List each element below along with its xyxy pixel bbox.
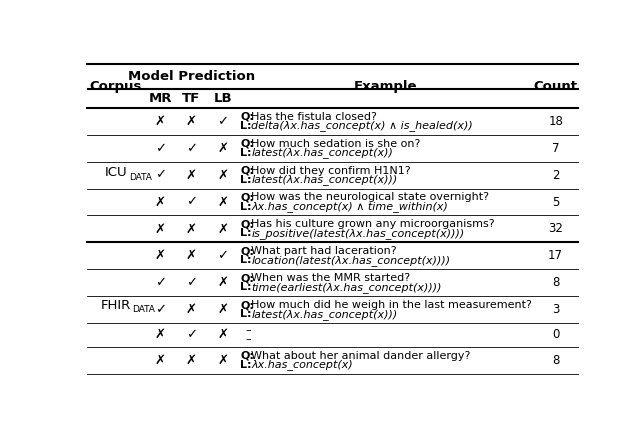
Text: How did they confirm H1N1?: How did they confirm H1N1? xyxy=(251,166,411,176)
Text: ✗: ✗ xyxy=(186,222,197,236)
Text: Q:: Q: xyxy=(240,219,254,229)
Text: LB: LB xyxy=(213,92,232,105)
Text: –: – xyxy=(245,325,251,335)
Text: L:: L: xyxy=(240,282,252,292)
Text: 3: 3 xyxy=(552,303,559,316)
Text: Q:: Q: xyxy=(240,246,254,256)
Text: Q:: Q: xyxy=(240,193,254,202)
Text: Model Prediction: Model Prediction xyxy=(128,70,255,83)
Text: ✓: ✓ xyxy=(186,196,197,208)
Text: ✗: ✗ xyxy=(154,249,166,262)
Text: ✗: ✗ xyxy=(217,196,228,208)
Text: L:: L: xyxy=(240,309,252,319)
Text: ✓: ✓ xyxy=(154,169,166,181)
Text: Q:: Q: xyxy=(240,138,254,149)
Text: Has the fistula closed?: Has the fistula closed? xyxy=(251,112,377,122)
Text: MR: MR xyxy=(148,92,172,105)
Text: How much did he weigh in the last measurement?: How much did he weigh in the last measur… xyxy=(251,300,532,310)
Text: 0: 0 xyxy=(552,328,559,341)
Text: ✗: ✗ xyxy=(186,354,197,367)
Text: ✗: ✗ xyxy=(154,115,166,128)
Text: What about her animal dander allergy?: What about her animal dander allergy? xyxy=(251,351,470,360)
Text: 5: 5 xyxy=(552,196,559,208)
Text: ✗: ✗ xyxy=(154,222,166,236)
Text: When was the MMR started?: When was the MMR started? xyxy=(251,273,410,283)
Text: is_positive(latest(λx.has_concept(x)))): is_positive(latest(λx.has_concept(x)))) xyxy=(251,228,465,239)
Text: ✓: ✓ xyxy=(186,276,197,289)
Text: What part had laceration?: What part had laceration? xyxy=(251,246,397,256)
Text: Q:: Q: xyxy=(240,166,254,176)
Text: ✓: ✓ xyxy=(186,328,197,341)
Text: ✗: ✗ xyxy=(217,222,228,236)
Text: Example: Example xyxy=(354,80,417,92)
Text: ✗: ✗ xyxy=(186,249,197,262)
Text: Has his culture grown any microorganisms?: Has his culture grown any microorganisms… xyxy=(251,219,495,229)
Text: Corpus: Corpus xyxy=(90,80,142,92)
Text: ICU: ICU xyxy=(105,166,127,179)
Text: location(latest(λx.has_concept(x)))): location(latest(λx.has_concept(x)))) xyxy=(251,255,451,266)
Text: latest(λx.has_concept(x))): latest(λx.has_concept(x))) xyxy=(251,309,397,320)
Text: ✓: ✓ xyxy=(154,276,166,289)
Text: –: – xyxy=(245,334,251,345)
Text: How was the neurological state overnight?: How was the neurological state overnight… xyxy=(251,193,489,202)
Text: Count: Count xyxy=(534,80,578,92)
Text: ✗: ✗ xyxy=(217,142,228,155)
Text: λx.has_concept(x): λx.has_concept(x) xyxy=(251,359,353,370)
Text: 8: 8 xyxy=(552,276,559,289)
Text: ✗: ✗ xyxy=(217,169,228,181)
Text: ✗: ✗ xyxy=(186,303,197,316)
Text: Q:: Q: xyxy=(240,300,254,310)
Text: L:: L: xyxy=(240,201,252,212)
Text: 2: 2 xyxy=(552,169,559,181)
Text: DATA: DATA xyxy=(132,305,156,314)
Text: 17: 17 xyxy=(548,249,563,262)
Text: time(earliest(λx.has_concept(x)))): time(earliest(λx.has_concept(x)))) xyxy=(251,282,442,293)
Text: ✗: ✗ xyxy=(154,354,166,367)
Text: delta(λx.has_concept(x) ∧ is_healed(x)): delta(λx.has_concept(x) ∧ is_healed(x)) xyxy=(251,121,473,131)
Text: L:: L: xyxy=(240,228,252,239)
Text: Q:: Q: xyxy=(240,112,254,122)
Text: L:: L: xyxy=(240,360,252,370)
Text: L:: L: xyxy=(240,121,252,131)
Text: L:: L: xyxy=(240,256,252,265)
Text: ✗: ✗ xyxy=(186,115,197,128)
Text: DATA: DATA xyxy=(129,173,152,181)
Text: 8: 8 xyxy=(552,354,559,367)
Text: How much sedation is she on?: How much sedation is she on? xyxy=(251,138,420,149)
Text: ✗: ✗ xyxy=(217,303,228,316)
Text: L:: L: xyxy=(240,175,252,185)
Text: 32: 32 xyxy=(548,222,563,236)
Text: ✗: ✗ xyxy=(217,328,228,341)
Text: ✓: ✓ xyxy=(217,115,228,128)
Text: ✗: ✗ xyxy=(154,196,166,208)
Text: ✗: ✗ xyxy=(154,328,166,341)
Text: λx.has_concept(x) ∧ time_within(x): λx.has_concept(x) ∧ time_within(x) xyxy=(251,201,448,212)
Text: ✓: ✓ xyxy=(186,142,197,155)
Text: latest(λx.has_concept(x))): latest(λx.has_concept(x))) xyxy=(251,174,397,185)
Text: ✓: ✓ xyxy=(217,249,228,262)
Text: latest(λx.has_concept(x)): latest(λx.has_concept(x)) xyxy=(251,147,393,158)
Text: 18: 18 xyxy=(548,115,563,128)
Text: ✗: ✗ xyxy=(217,276,228,289)
Text: ✗: ✗ xyxy=(186,169,197,181)
Text: 7: 7 xyxy=(552,142,559,155)
Text: FHIR: FHIR xyxy=(101,299,131,312)
Text: ✗: ✗ xyxy=(217,354,228,367)
Text: Q:: Q: xyxy=(240,273,254,283)
Text: Q:: Q: xyxy=(240,351,254,360)
Text: L:: L: xyxy=(240,148,252,158)
Text: ✓: ✓ xyxy=(154,142,166,155)
Text: ✓: ✓ xyxy=(154,303,166,316)
Text: TF: TF xyxy=(182,92,200,105)
